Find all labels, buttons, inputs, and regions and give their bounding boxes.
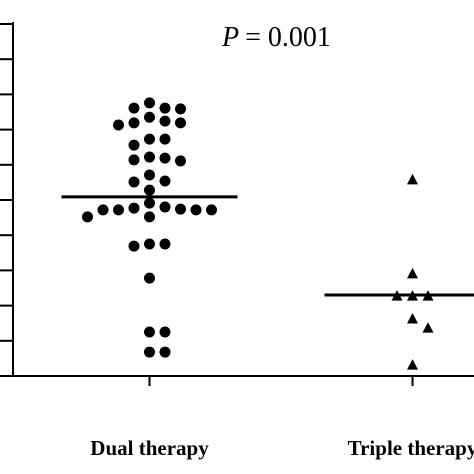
- data-point: [82, 211, 93, 223]
- data-point: [144, 272, 155, 284]
- x-tick-label: Triple therapy: [348, 436, 474, 460]
- data-point: [175, 117, 186, 129]
- data-point: [128, 139, 140, 151]
- data-point: [144, 111, 155, 123]
- data-point: [144, 169, 155, 181]
- data-point: [128, 202, 140, 214]
- data-point: [144, 197, 155, 209]
- data-point: [190, 204, 202, 216]
- data-point: [175, 155, 186, 167]
- data-point: [128, 240, 140, 252]
- data-point: [113, 204, 124, 216]
- data-point: [159, 152, 171, 164]
- data-point: [159, 346, 171, 358]
- data-point: [128, 176, 140, 188]
- x-tick-label: Dual therapy: [90, 436, 209, 460]
- data-point: [144, 211, 155, 223]
- data-point: [144, 133, 155, 145]
- data-point: [97, 204, 109, 216]
- data-point: [175, 103, 186, 115]
- data-point: [128, 102, 140, 114]
- data-point: [159, 102, 171, 114]
- data-point: [128, 117, 140, 129]
- annotation-italic: P: [221, 22, 239, 53]
- data-point: [159, 326, 171, 338]
- data-point: [144, 184, 155, 196]
- data-point: [407, 312, 418, 324]
- data-point: [159, 175, 171, 187]
- data-point: [144, 151, 155, 163]
- data-point: [159, 201, 171, 213]
- data-point: [422, 322, 434, 333]
- data-point: [159, 238, 171, 250]
- data-point: [144, 326, 155, 338]
- annotation: P = 0.001: [221, 22, 331, 53]
- annotation-text: = 0.001: [245, 22, 331, 53]
- data-point: [128, 154, 140, 166]
- data-point: [144, 238, 155, 250]
- data-point: [159, 133, 171, 145]
- data-point: [175, 203, 186, 215]
- data-point: [407, 267, 418, 279]
- data-point: [144, 97, 155, 109]
- data-point: [113, 119, 124, 131]
- data-point: [407, 359, 418, 370]
- data-point: [206, 204, 217, 216]
- data-point: [144, 346, 155, 358]
- data-point: [159, 115, 171, 127]
- data-point: [407, 173, 418, 185]
